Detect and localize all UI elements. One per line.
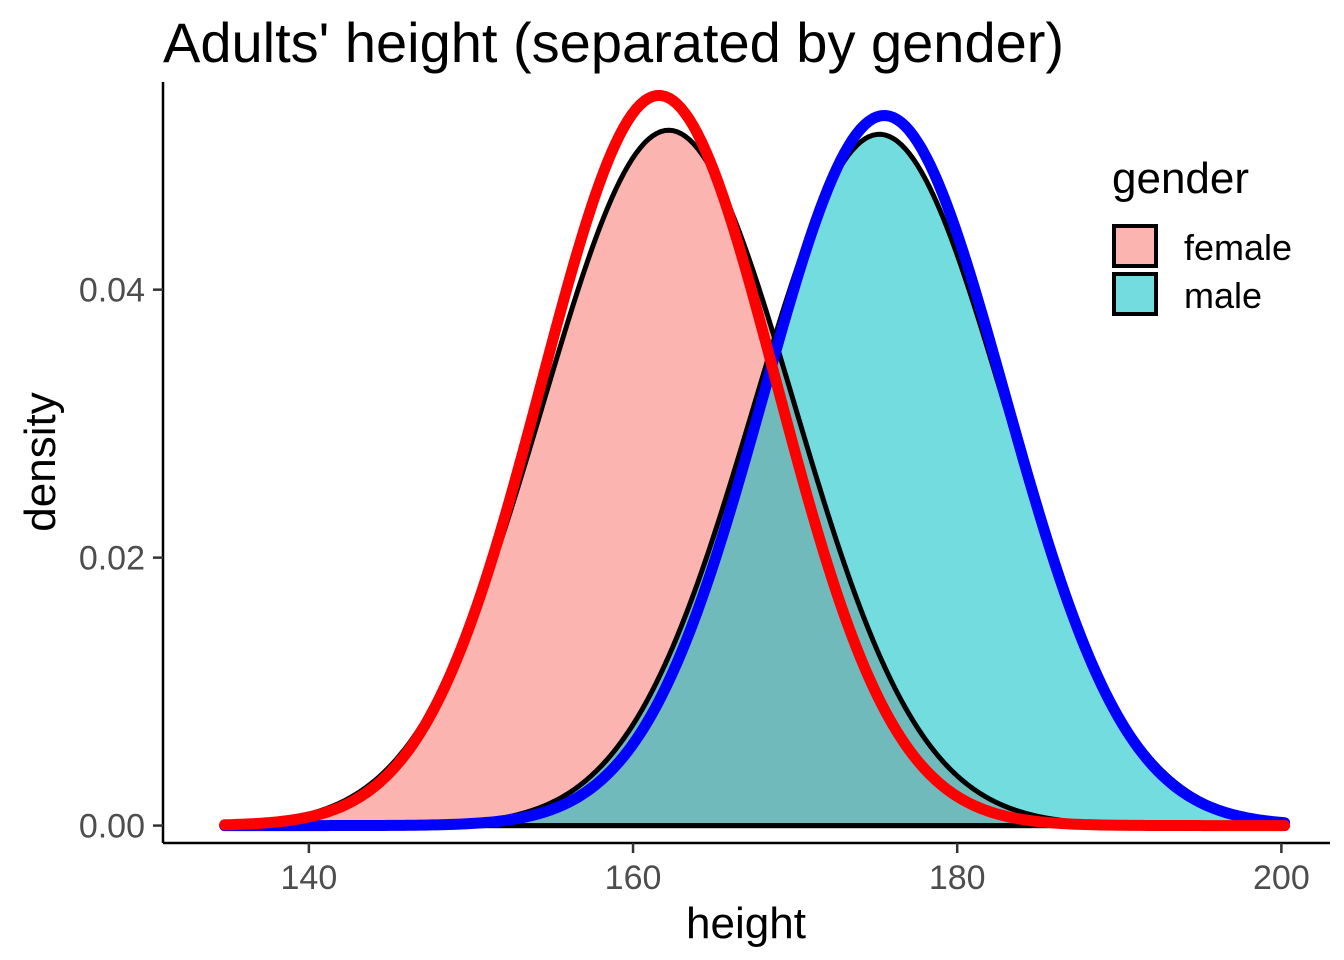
legend-title: gender xyxy=(1112,154,1249,203)
x-axis-title: height xyxy=(686,899,806,948)
x-tick-label: 160 xyxy=(605,859,662,897)
x-tick-label: 200 xyxy=(1253,859,1310,897)
y-axis-title: density xyxy=(16,392,65,531)
y-tick-label: 0.00 xyxy=(79,808,145,846)
x-tick-label: 140 xyxy=(281,859,338,897)
legend-entries: female male xyxy=(1112,224,1292,316)
x-tick-label: 180 xyxy=(929,859,986,897)
legend-key-male xyxy=(1112,272,1158,316)
normal-curve-male xyxy=(219,110,1291,832)
plot-area xyxy=(219,89,1291,832)
chart-title: Adults' height (separated by gender) xyxy=(163,11,1064,74)
normal-curve-female xyxy=(219,89,1291,832)
y-tick-label: 0.02 xyxy=(79,540,145,578)
density-area-male xyxy=(224,134,1285,826)
density-curves xyxy=(219,89,1291,832)
legend-label-male: male xyxy=(1184,275,1262,316)
legend-label-female: female xyxy=(1184,227,1292,268)
y-axis-ticks: 0.00 0.02 0.04 xyxy=(79,272,163,846)
legend: gender female male xyxy=(1112,154,1292,316)
density-fills xyxy=(224,130,1285,826)
x-axis-ticks: 140 160 180 200 xyxy=(281,843,1310,897)
y-tick-label: 0.04 xyxy=(79,272,145,310)
legend-key-female xyxy=(1112,224,1158,268)
